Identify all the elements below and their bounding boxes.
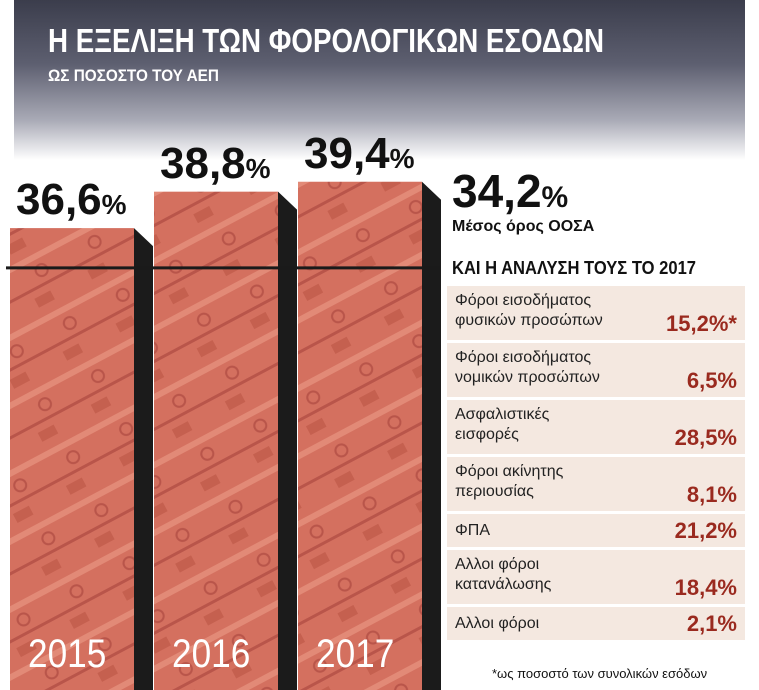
footnote: *ως ποσοστό των συνολικών εσόδων xyxy=(492,666,708,681)
oecd-average-label: Μέσος όρος ΟΟΣΑ xyxy=(452,218,595,235)
chart-subtitle: ΩΣ ΠΟΣΟΣΤΟ ΤΟΥ ΑΕΠ xyxy=(48,66,219,85)
breakdown-title: ΚΑΙ Η ΑΝΑΛΥΣΗ ΤΟΥΣ ΤΟ 2017 xyxy=(452,258,696,278)
breakdown-row-value: 15,2%* xyxy=(666,311,737,336)
bar-separator-2015 xyxy=(134,228,153,690)
breakdown-row-label: Φόροι ακίνητης περιουσίας xyxy=(455,463,564,500)
breakdown-row-value: 28,5% xyxy=(674,425,737,450)
oecd-average-value: 34,2% xyxy=(452,165,569,217)
breakdown-row-label: Φόροι εισοδήματος νομικών προσώπων xyxy=(455,349,600,386)
bar-separator-2016 xyxy=(278,191,297,690)
breakdown-row-value: 18,4% xyxy=(674,575,737,600)
breakdown-row-label: ΦΠΑ xyxy=(455,522,490,539)
bar-2017 xyxy=(298,181,422,690)
header-background xyxy=(14,0,745,160)
breakdown-row: Φόροι ακίνητης περιουσίας 8,1% xyxy=(447,457,745,511)
breakdown-row-label: Αλλοι φόροι κατανάλωσης xyxy=(455,556,552,593)
breakdown-table: Φόροι εισοδήματος φυσικών προσώπων 15,2%* Φ… xyxy=(447,286,745,643)
bar-value-label-2016: 38,8% xyxy=(160,138,271,188)
breakdown-row: Αλλοι φόροι 2,1% xyxy=(447,607,745,640)
breakdown-row: Ασφαλιστικές εισφορές 28,5% xyxy=(447,400,745,454)
bar-2015 xyxy=(10,228,134,690)
year-label-2017: 2017 xyxy=(316,632,395,676)
year-label-2016: 2016 xyxy=(172,632,251,676)
breakdown-row: Αλλοι φόροι κατανάλωσης 18,4% xyxy=(447,550,745,604)
bar-value-label-2017: 39,4% xyxy=(304,128,415,178)
bar-2016 xyxy=(154,191,278,690)
breakdown-row: ΦΠΑ 21,2% xyxy=(447,514,745,547)
breakdown-row-label: Φόροι εισοδήματος φυσικών προσώπων xyxy=(455,292,603,329)
bar-separator-2017 xyxy=(422,181,441,690)
breakdown-row: Φόροι εισοδήματος νομικών προσώπων 6,5% xyxy=(447,343,745,397)
bar-value-label-2015: 36,6% xyxy=(16,175,127,225)
breakdown-row-value: 6,5% xyxy=(686,368,737,393)
year-label-2015: 2015 xyxy=(28,632,107,676)
breakdown-row-value: 8,1% xyxy=(686,482,737,507)
breakdown-row-value: 21,2% xyxy=(674,518,737,543)
chart-title: Η ΕΞΕΛΙΞΗ ΤΩΝ ΦΟΡΟΛΟΓΙΚΩΝ ΕΣΟΔΩΝ xyxy=(48,22,605,59)
breakdown-row: Φόροι εισοδήματος φυσικών προσώπων 15,2%* xyxy=(447,286,745,340)
breakdown-row-value: 2,1% xyxy=(686,611,737,636)
breakdown-row-label: Αλλοι φόροι xyxy=(455,615,540,632)
breakdown-row-label: Ασφαλιστικές εισφορές xyxy=(455,406,550,443)
